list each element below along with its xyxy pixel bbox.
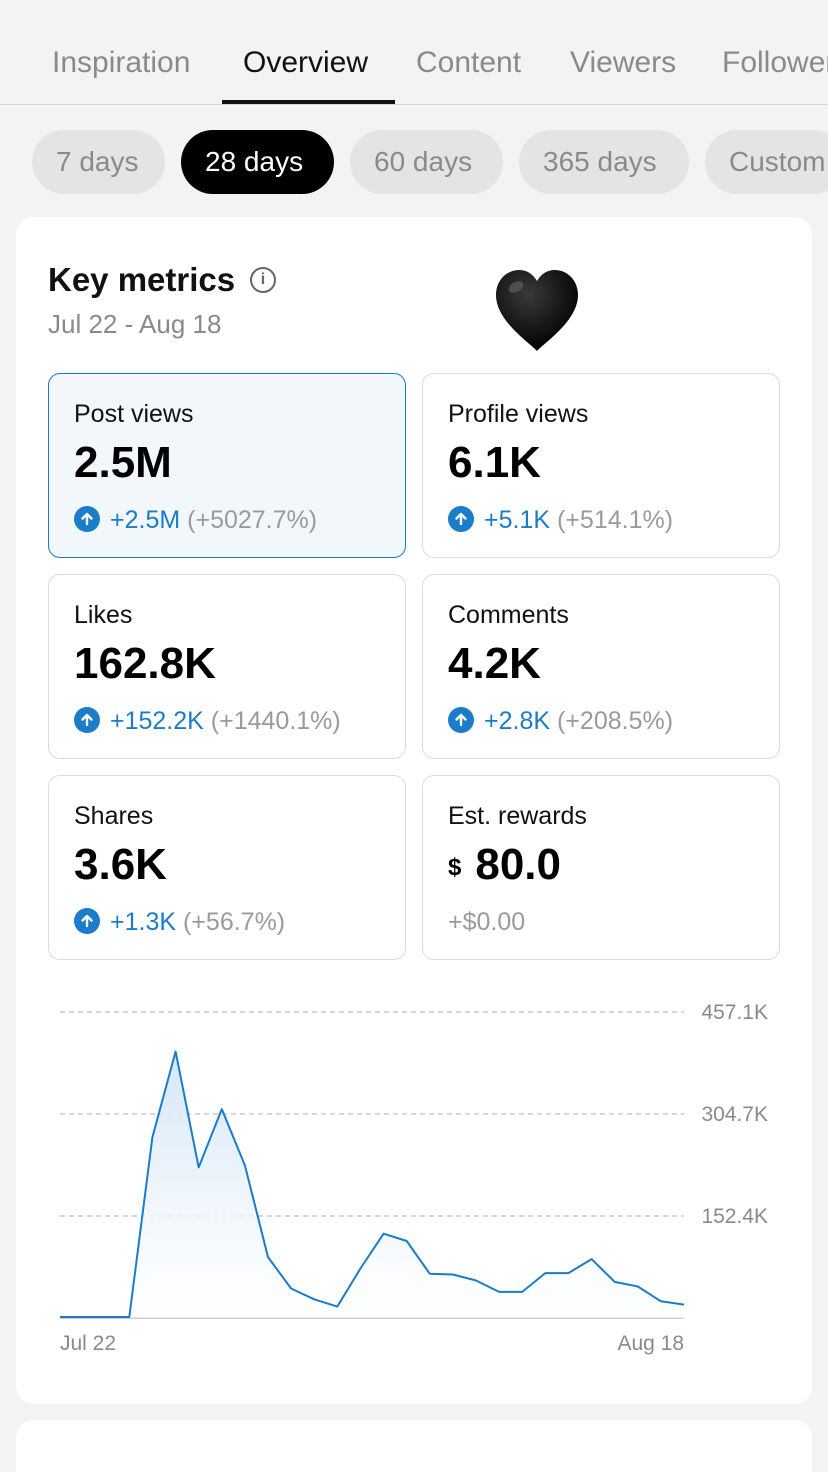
key-metrics-title: Key metrics [48, 261, 236, 298]
analytics-tab-bar: Inspiration Overview Content Viewers Fol… [0, 0, 828, 105]
metric-change: +152.2K (+1440.1%) [74, 707, 341, 736]
active-tab-indicator [222, 100, 395, 104]
metric-delta: +152.2K [110, 707, 204, 735]
rewards-amount: 80.0 [475, 840, 561, 889]
metric-percent: (+56.7%) [182, 908, 286, 936]
arrow-up-icon [74, 908, 100, 934]
currency-symbol: $ [448, 854, 462, 881]
metric-change: +2.8K (+208.5%) [448, 707, 673, 736]
metric-profile-views[interactable]: Profile views 6.1K +5.1K (+514.1%) [422, 373, 780, 558]
range-28-days[interactable]: 28 days [181, 130, 334, 194]
metric-label: Profile views [448, 400, 589, 428]
range-7-days[interactable]: 7 days [32, 130, 165, 194]
area-fill [60, 1051, 684, 1318]
post-views-area-chart: 152.4K 304.7K 457.1K Jul 22 Aug 18 [60, 1001, 768, 1355]
arrow-up-icon [448, 707, 474, 733]
metric-delta: +2.5M [110, 506, 181, 534]
metric-percent: (+208.5%) [556, 707, 674, 735]
y-tick-label: 457.1K [701, 1001, 768, 1024]
tab-viewers[interactable]: Viewers [570, 46, 677, 79]
metric-label: Comments [448, 601, 569, 629]
metric-label: Shares [74, 802, 154, 830]
range-365-days[interactable]: 365 days [519, 130, 689, 194]
metric-percent: (+5027.7%) [187, 506, 318, 534]
arrow-up-icon [448, 506, 474, 532]
date-range-label: Jul 22 - Aug 18 [48, 309, 222, 339]
y-tick-label: 304.7K [701, 1103, 768, 1126]
metric-change: +$0.00 [448, 908, 526, 936]
metric-label: Post views [74, 400, 194, 428]
key-metrics-card: Key metrics i Jul 22 - Aug 18 Post views… [16, 217, 812, 1404]
metric-likes[interactable]: Likes 162.8K +152.2K (+1440.1%) [48, 574, 406, 759]
metric-delta: +5.1K [484, 506, 551, 534]
y-tick-label: 152.4K [701, 1205, 768, 1228]
metric-label: Est. rewards [448, 802, 587, 830]
metric-value: 2.5M [74, 438, 172, 487]
metric-delta: +1.3K [110, 908, 177, 936]
metric-post-views[interactable]: Post views 2.5M +2.5M (+5027.7%) [48, 373, 406, 558]
x-start-label: Jul 22 [60, 1332, 116, 1355]
metric-change: +5.1K (+514.1%) [448, 506, 673, 535]
date-range-selector: 7 days 28 days 60 days 365 days Custom [0, 130, 828, 194]
metric-value: 162.8K [74, 639, 216, 688]
metric-change: +1.3K (+56.7%) [74, 908, 285, 937]
metric-label: Likes [74, 601, 133, 629]
traffic-card [16, 1420, 812, 1472]
metric-comments[interactable]: Comments 4.2K +2.8K (+208.5%) [422, 574, 780, 759]
metric-value: 3.6K [74, 840, 167, 889]
black-heart-emoji [496, 270, 578, 351]
tab-inspiration[interactable]: Inspiration [52, 46, 191, 79]
metric-value: 4.2K [448, 639, 541, 688]
metric-est-rewards[interactable]: Est. rewards $80.0 +$0.00 [422, 775, 780, 960]
range-custom[interactable]: Custom [705, 130, 828, 194]
metric-delta: +2.8K [484, 707, 551, 735]
metric-value: $80.0 [448, 840, 561, 890]
metric-percent: (+514.1%) [556, 506, 674, 534]
post-views-series-line [60, 1050, 685, 1318]
metric-value: 6.1K [448, 438, 541, 487]
tab-overview[interactable]: Overview [243, 46, 369, 79]
metric-change: +2.5M (+5027.7%) [74, 506, 317, 535]
x-end-label: Aug 18 [617, 1332, 684, 1355]
arrow-up-icon [74, 506, 100, 532]
tab-followers[interactable]: Followers [722, 46, 828, 79]
range-60-days[interactable]: 60 days [350, 130, 503, 194]
info-icon[interactable]: i [250, 267, 276, 293]
tab-content[interactable]: Content [416, 46, 522, 79]
arrow-up-icon [74, 707, 100, 733]
metric-shares[interactable]: Shares 3.6K +1.3K (+56.7%) [48, 775, 406, 960]
metric-percent: (+1440.1%) [210, 707, 341, 735]
